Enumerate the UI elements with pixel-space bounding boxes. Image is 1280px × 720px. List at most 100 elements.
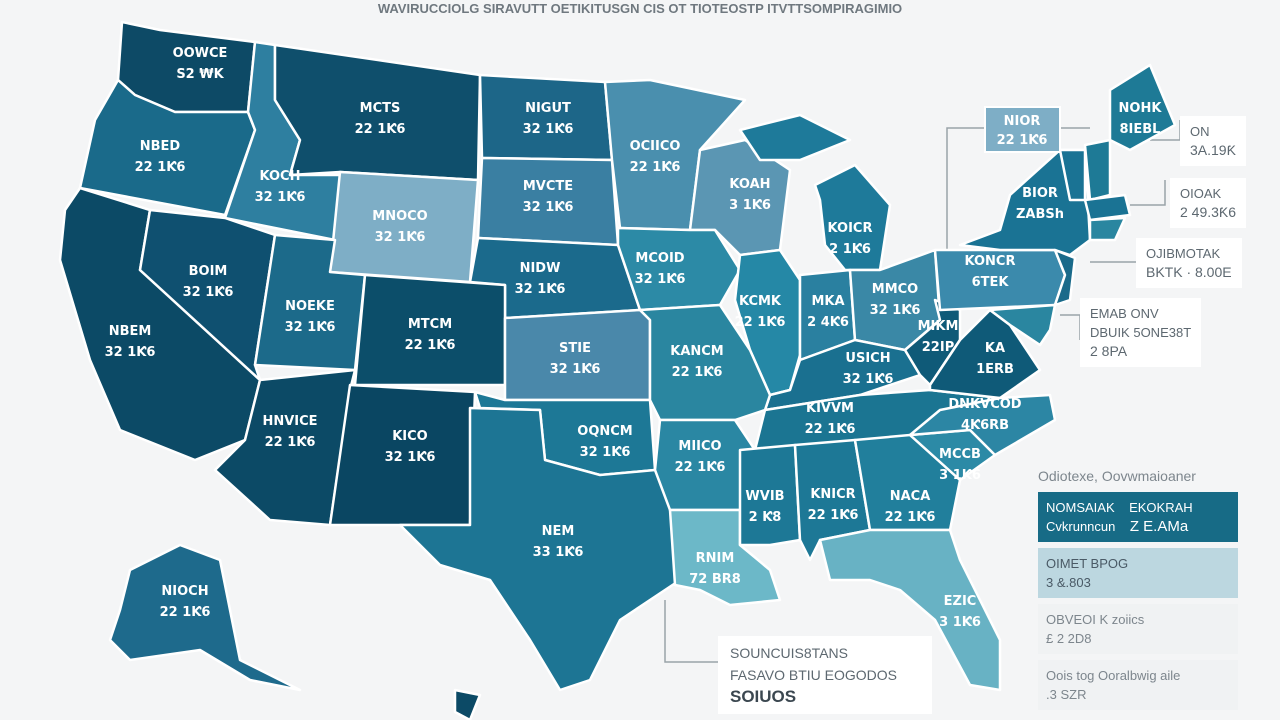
legend-sub: 3 &.803 bbox=[1046, 575, 1091, 590]
state-label-nv-name: BOIM bbox=[189, 264, 228, 279]
callout-value: 2 8PA bbox=[1090, 343, 1128, 359]
state-label-ar-name: MIICO bbox=[678, 439, 721, 454]
state-label-la-value: 72 BR8 bbox=[689, 572, 741, 587]
state-label-ar-value: 22 1Ƙ6 bbox=[675, 460, 726, 475]
legend-label: OIMET BPOG bbox=[1046, 556, 1129, 571]
state-wy[interactable] bbox=[328, 170, 480, 284]
callout-label: OJIBMOTAK bbox=[1146, 246, 1221, 261]
state-label-me-value: 8IEBL bbox=[1120, 122, 1161, 137]
state-label-me-name: NOHK bbox=[1119, 101, 1163, 116]
state-label-ca-value: 32 1Ƙ6 bbox=[105, 345, 156, 360]
state-label-id-name: KOCH bbox=[260, 169, 301, 184]
state-wv[interactable] bbox=[903, 298, 962, 387]
map-title: WAVIRUCCIOLG SIRAVUTT OETIKITUSGN CIS OT… bbox=[377, 1, 903, 16]
state-label-ms-name: WVIB bbox=[745, 489, 784, 504]
callout-delaware: EMAB ONV DBUIK 5ONE38T 2 8PA bbox=[1080, 298, 1202, 367]
state-ia[interactable] bbox=[616, 226, 742, 312]
state-label-ok-value: 32 1Ƙ6 bbox=[580, 445, 631, 460]
state-label-az-value: 22 1Ƙ6 bbox=[265, 435, 316, 450]
state-label-ks-value: 32 1Ƙ6 bbox=[550, 362, 601, 377]
state-label-wa-name: OOWCE bbox=[173, 46, 228, 61]
callout-label-2: DBUIK 5ONE38T bbox=[1090, 325, 1192, 340]
source-line-2: FASAVO BTIU EOGODOS bbox=[730, 667, 897, 683]
callout-connecticut: OJIBMOTAK BKTK · 8.00E bbox=[1136, 238, 1242, 288]
callout-label: OIOAK bbox=[1180, 186, 1222, 201]
state-nd[interactable] bbox=[478, 73, 614, 162]
state-md[interactable] bbox=[988, 303, 1057, 347]
callout-label: ON bbox=[1190, 124, 1210, 139]
state-label-nc-name: DNKVCOD bbox=[948, 397, 1021, 412]
state-label-fl-value: 3 1Ƙ6 bbox=[939, 615, 981, 630]
legend-row: OBVEOI K zoiics £ 2 2D8 bbox=[1038, 604, 1238, 654]
state-label-ak-name: NIOCH bbox=[161, 584, 208, 599]
legend-row: NOMSAIAK EKOKRAH Cvkrunncun Z E.AMa bbox=[1038, 492, 1238, 542]
ny-callout-value: 22 1Ƙ6 bbox=[997, 133, 1048, 148]
state-label-mt-name: MCTS bbox=[360, 101, 401, 116]
state-label-in-name: MKA bbox=[811, 294, 844, 309]
state-label-wi-value: 3 1Ƙ6 bbox=[729, 198, 771, 213]
state-ma[interactable] bbox=[1083, 193, 1132, 222]
state-label-ks-name: STIE bbox=[559, 341, 591, 356]
legend-label: NOMSAIAK bbox=[1046, 500, 1115, 515]
callout-maine: ON 3A.19Ƙ bbox=[1180, 116, 1246, 166]
state-ct[interactable] bbox=[1088, 216, 1127, 242]
state-me[interactable] bbox=[1108, 63, 1177, 152]
legend-label: Oois tog Ooralbwig aile bbox=[1046, 668, 1181, 683]
state-label-la-name: RNIM bbox=[696, 551, 735, 566]
state-label-wy-name: MNOCO bbox=[372, 209, 427, 224]
state-label-va-name: KA bbox=[985, 341, 1005, 356]
state-label-ga-name: NACA bbox=[890, 489, 931, 504]
state-label-mo-name: KANCM bbox=[670, 344, 724, 359]
state-label-pa-name: KONCR bbox=[965, 254, 1016, 269]
state-nc[interactable] bbox=[908, 393, 1057, 457]
state-label-ky-value: 32 1Ƙ6 bbox=[843, 372, 894, 387]
state-label-tn-value: 22 1Ƙ6 bbox=[805, 422, 856, 437]
state-hi[interactable] bbox=[453, 688, 482, 720]
state-label-tx-name: NEM bbox=[542, 524, 575, 539]
state-label-mn-name: OCIICO bbox=[630, 139, 681, 154]
state-ga[interactable] bbox=[853, 433, 962, 532]
state-label-sd-value: 32 1Ƙ6 bbox=[523, 200, 574, 215]
state-label-in-value: 2 4Ƙ6 bbox=[807, 315, 849, 330]
state-nh[interactable] bbox=[1083, 138, 1112, 202]
state-az[interactable] bbox=[213, 368, 357, 527]
state-label-or-name: NBED bbox=[140, 139, 181, 154]
state-label-ky-name: USICH bbox=[845, 351, 890, 366]
state-label-ga-value: 22 1Ƙ6 bbox=[885, 510, 936, 525]
state-label-ms-value: 2 Ƙ8 bbox=[749, 510, 782, 525]
state-label-ny-value: ZABSh bbox=[1016, 207, 1064, 222]
state-label-wv-name: MIKM bbox=[918, 319, 959, 334]
legend-title: Odiotexe, Oovwmaioaner bbox=[1038, 468, 1196, 484]
state-label-ok-name: OQNCM bbox=[577, 424, 632, 439]
state-ny[interactable] bbox=[958, 148, 1092, 257]
callout-value: 3A.19Ƙ bbox=[1190, 142, 1236, 158]
legend-label: OBVEOI K zoiics bbox=[1046, 612, 1145, 627]
state-label-ca-name: NBEM bbox=[109, 324, 152, 339]
state-tx[interactable] bbox=[398, 406, 682, 692]
state-miu[interactable] bbox=[738, 113, 852, 162]
state-label-mi-value: 2 1Ƙ6 bbox=[829, 242, 871, 257]
legend-sub: .3 SZR bbox=[1046, 687, 1087, 702]
state-label-nd-name: NIGUT bbox=[525, 101, 571, 116]
state-mo[interactable] bbox=[638, 303, 772, 422]
state-nj[interactable] bbox=[1053, 248, 1077, 307]
state-label-fl-name: EZIC bbox=[944, 594, 977, 609]
state-label-ne-value: 32 1Ƙ6 bbox=[515, 282, 566, 297]
state-va[interactable] bbox=[928, 308, 1042, 400]
state-label-mt-value: 22 1Ƙ6 bbox=[355, 122, 406, 137]
legend-value: Z E.AMa bbox=[1129, 518, 1189, 535]
state-fl[interactable] bbox=[818, 528, 1002, 692]
legend: Odiotexe, Oovwmaioaner NOMSAIAK EKOKRAH … bbox=[1038, 468, 1238, 716]
state-label-nv-value: 32 1Ƙ6 bbox=[183, 285, 234, 300]
state-label-sd-name: MVCTE bbox=[523, 179, 573, 194]
state-ms[interactable] bbox=[738, 443, 802, 547]
legend-sub: Cvkrunncun bbox=[1046, 519, 1116, 534]
callout-massachusetts: OIOAK 2 49.3Ƙ6 bbox=[1170, 178, 1247, 228]
state-label-il-value: 22 1Ƙ6 bbox=[735, 315, 786, 330]
state-label-ak-value: 22 1Ƙ6 bbox=[160, 605, 211, 620]
state-ak[interactable] bbox=[108, 543, 302, 692]
callout-value: BKTK · 8.00E bbox=[1146, 264, 1232, 280]
legend-row: OIMET BPOG 3 &.803 bbox=[1038, 548, 1238, 598]
state-label-id-value: 32 1Ƙ6 bbox=[255, 190, 306, 205]
state-label-tx-value: 33 1Ƙ6 bbox=[533, 545, 584, 560]
